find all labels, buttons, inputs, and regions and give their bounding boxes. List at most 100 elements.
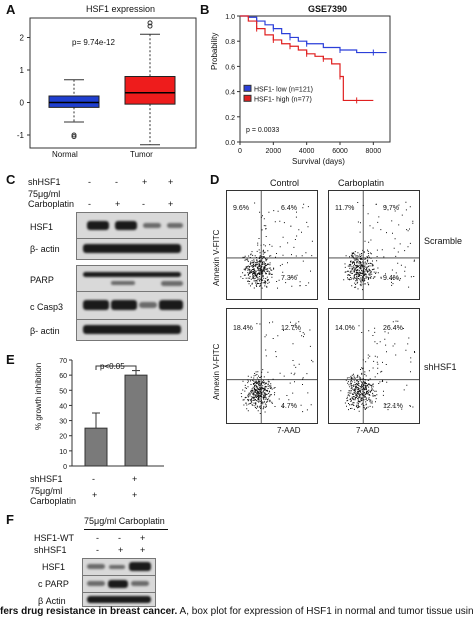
y-tick-label: 40 (59, 403, 67, 410)
event-dots (240, 321, 314, 414)
y-tick-label: 50 (59, 388, 67, 395)
panel-b-ylabel: Probability (210, 32, 219, 70)
row-title-shhsf1: shHSF1 (424, 362, 457, 372)
bar (84, 427, 108, 467)
box-tumor (124, 76, 176, 105)
panel-e-ylabel: % growth inhibition (34, 362, 43, 430)
flow-plot-shhsf1-control: 18.4% 12.7% 4.7% (226, 308, 318, 424)
sign: - (96, 533, 99, 543)
blot-label-actin-1: β- actin (30, 244, 60, 254)
f-blot-label-cparp: c PARP (38, 579, 69, 589)
x-label-tumor: Tumor (130, 150, 153, 159)
panel-b-letter: B (200, 2, 210, 17)
sign: + (115, 199, 121, 209)
x-tick-label: 8000 (366, 148, 382, 155)
y-tick-label: 60 (59, 373, 67, 380)
outlier-point (71, 132, 77, 138)
sign: - (92, 474, 95, 484)
f-blot-label-actin: β Actin (38, 596, 66, 606)
panel-a-title: HSF1 expression (86, 4, 156, 14)
flow-ylabel-2: Annexin V-FITC (212, 343, 221, 400)
quadrant-lr: 7.3% (281, 275, 297, 282)
col-title-carboplatin: Carboplatin (338, 178, 385, 188)
quadrant-lr: 12.1% (383, 403, 403, 410)
panel-f-header-rule (84, 529, 168, 530)
sign: - (88, 199, 91, 209)
sign: + (118, 545, 124, 555)
sign: + (132, 474, 138, 484)
panel-a-letter: A (6, 2, 16, 17)
panel-d-letter: D (210, 172, 220, 187)
sign: - (118, 533, 121, 543)
x-tick-label: 0 (238, 148, 242, 155)
col-title-control: Control (270, 178, 300, 188)
y-tick-label: 0 (20, 99, 25, 108)
f-blot-label-hsf1: HSF1 (42, 562, 66, 572)
sign: - (96, 545, 99, 555)
panel-c-letter: C (6, 172, 16, 187)
event-dots (343, 201, 415, 291)
kaplan-meier-plot: 0.0 0.2 0.4 0.6 0.8 1.0 0 2000 4000 6000 8000 HSF1-… (225, 14, 391, 155)
panel-e-letter: E (6, 352, 15, 367)
y-tick-label: 2 (20, 34, 25, 43)
x-tick-label: 4000 (299, 148, 315, 155)
flow-xlabel-2: 7-AAD (356, 426, 380, 435)
panel-c-row1-label: shHSF1 (28, 177, 61, 187)
quadrant-ul: 9.6% (233, 205, 249, 212)
box-normal (48, 95, 100, 108)
sign: + (132, 490, 138, 500)
panel-c-row2-label-a: 75μg/ml (28, 189, 61, 199)
y-tick-label: 0.0 (225, 140, 235, 147)
x-tick-label: 6000 (332, 148, 348, 155)
y-tick-label: 0.4 (225, 90, 235, 97)
sign: + (140, 533, 146, 543)
blot-casp3 (76, 291, 188, 321)
blot-label-actin-2: β- actin (30, 326, 60, 336)
panel-e-row2-label-b: Carboplatin (30, 496, 77, 506)
y-tick-label: 20 (59, 434, 67, 441)
sign: + (140, 545, 146, 555)
quadrant-lr: 4.7% (281, 403, 297, 410)
event-dots (340, 320, 416, 412)
legend-swatch-high (243, 94, 252, 102)
sign: + (168, 177, 174, 187)
bar-chart: 70 60 50 40 30 20 10 0 (59, 358, 164, 471)
km-pvalue: p = 0.0033 (246, 127, 279, 134)
panel-c-row2-label-b: Carboplatin (28, 199, 75, 209)
outlier-point (147, 23, 153, 29)
quadrant-ul: 18.4% (233, 325, 253, 332)
km-curve-low (240, 15, 387, 54)
blot-parp (76, 265, 188, 293)
blot-label-hsf1: HSF1 (30, 222, 54, 232)
y-tick-label: 1 (20, 66, 25, 75)
f-blot-hsf1 (82, 558, 156, 576)
panel-a-pvalue: p= 9.74e-12 (72, 38, 115, 47)
panel-f-header: 75μg/ml Carboplatin (84, 516, 165, 526)
y-tick-label: 0.6 (225, 64, 235, 71)
panel-b-xlabel: Survival (days) (292, 157, 345, 166)
legend-swatch-low (243, 84, 252, 92)
blot-label-casp3: c Casp3 (30, 302, 64, 312)
outlier-point (147, 20, 153, 26)
figure-caption: fers drug resistance in breast cancer. A… (0, 606, 474, 617)
quadrant-ul: 11.7% (335, 205, 355, 212)
legend-label-high: HSF1- high (n=77) (254, 96, 312, 103)
f-blot-actin (82, 592, 156, 607)
km-curve-high (240, 15, 374, 102)
y-tick-label: 0.8 (225, 39, 235, 46)
box-plot: 2 1 0 -1 (17, 17, 197, 149)
sign: - (88, 177, 91, 187)
sign: + (168, 199, 174, 209)
flow-ylabel-1: Annexin V-FITC (212, 229, 221, 286)
y-tick-label: 0 (63, 464, 67, 471)
flow-plot-scramble-control: 9.6% 6.4% 7.3% (226, 190, 318, 300)
legend-label-low: HSF1- low (n=121) (254, 86, 313, 93)
panel-e-row1-label: shHSF1 (30, 474, 63, 484)
y-tick-label: 0.2 (225, 115, 235, 122)
blot-hsf1 (76, 212, 188, 240)
plot-frame (239, 15, 391, 143)
caption-bold: fers drug resistance in breast cancer. (0, 606, 178, 617)
outlier-point (71, 134, 77, 140)
panel-f-letter: F (6, 512, 14, 527)
panel-e-row2-label-a: 75μg/ml (30, 486, 63, 496)
